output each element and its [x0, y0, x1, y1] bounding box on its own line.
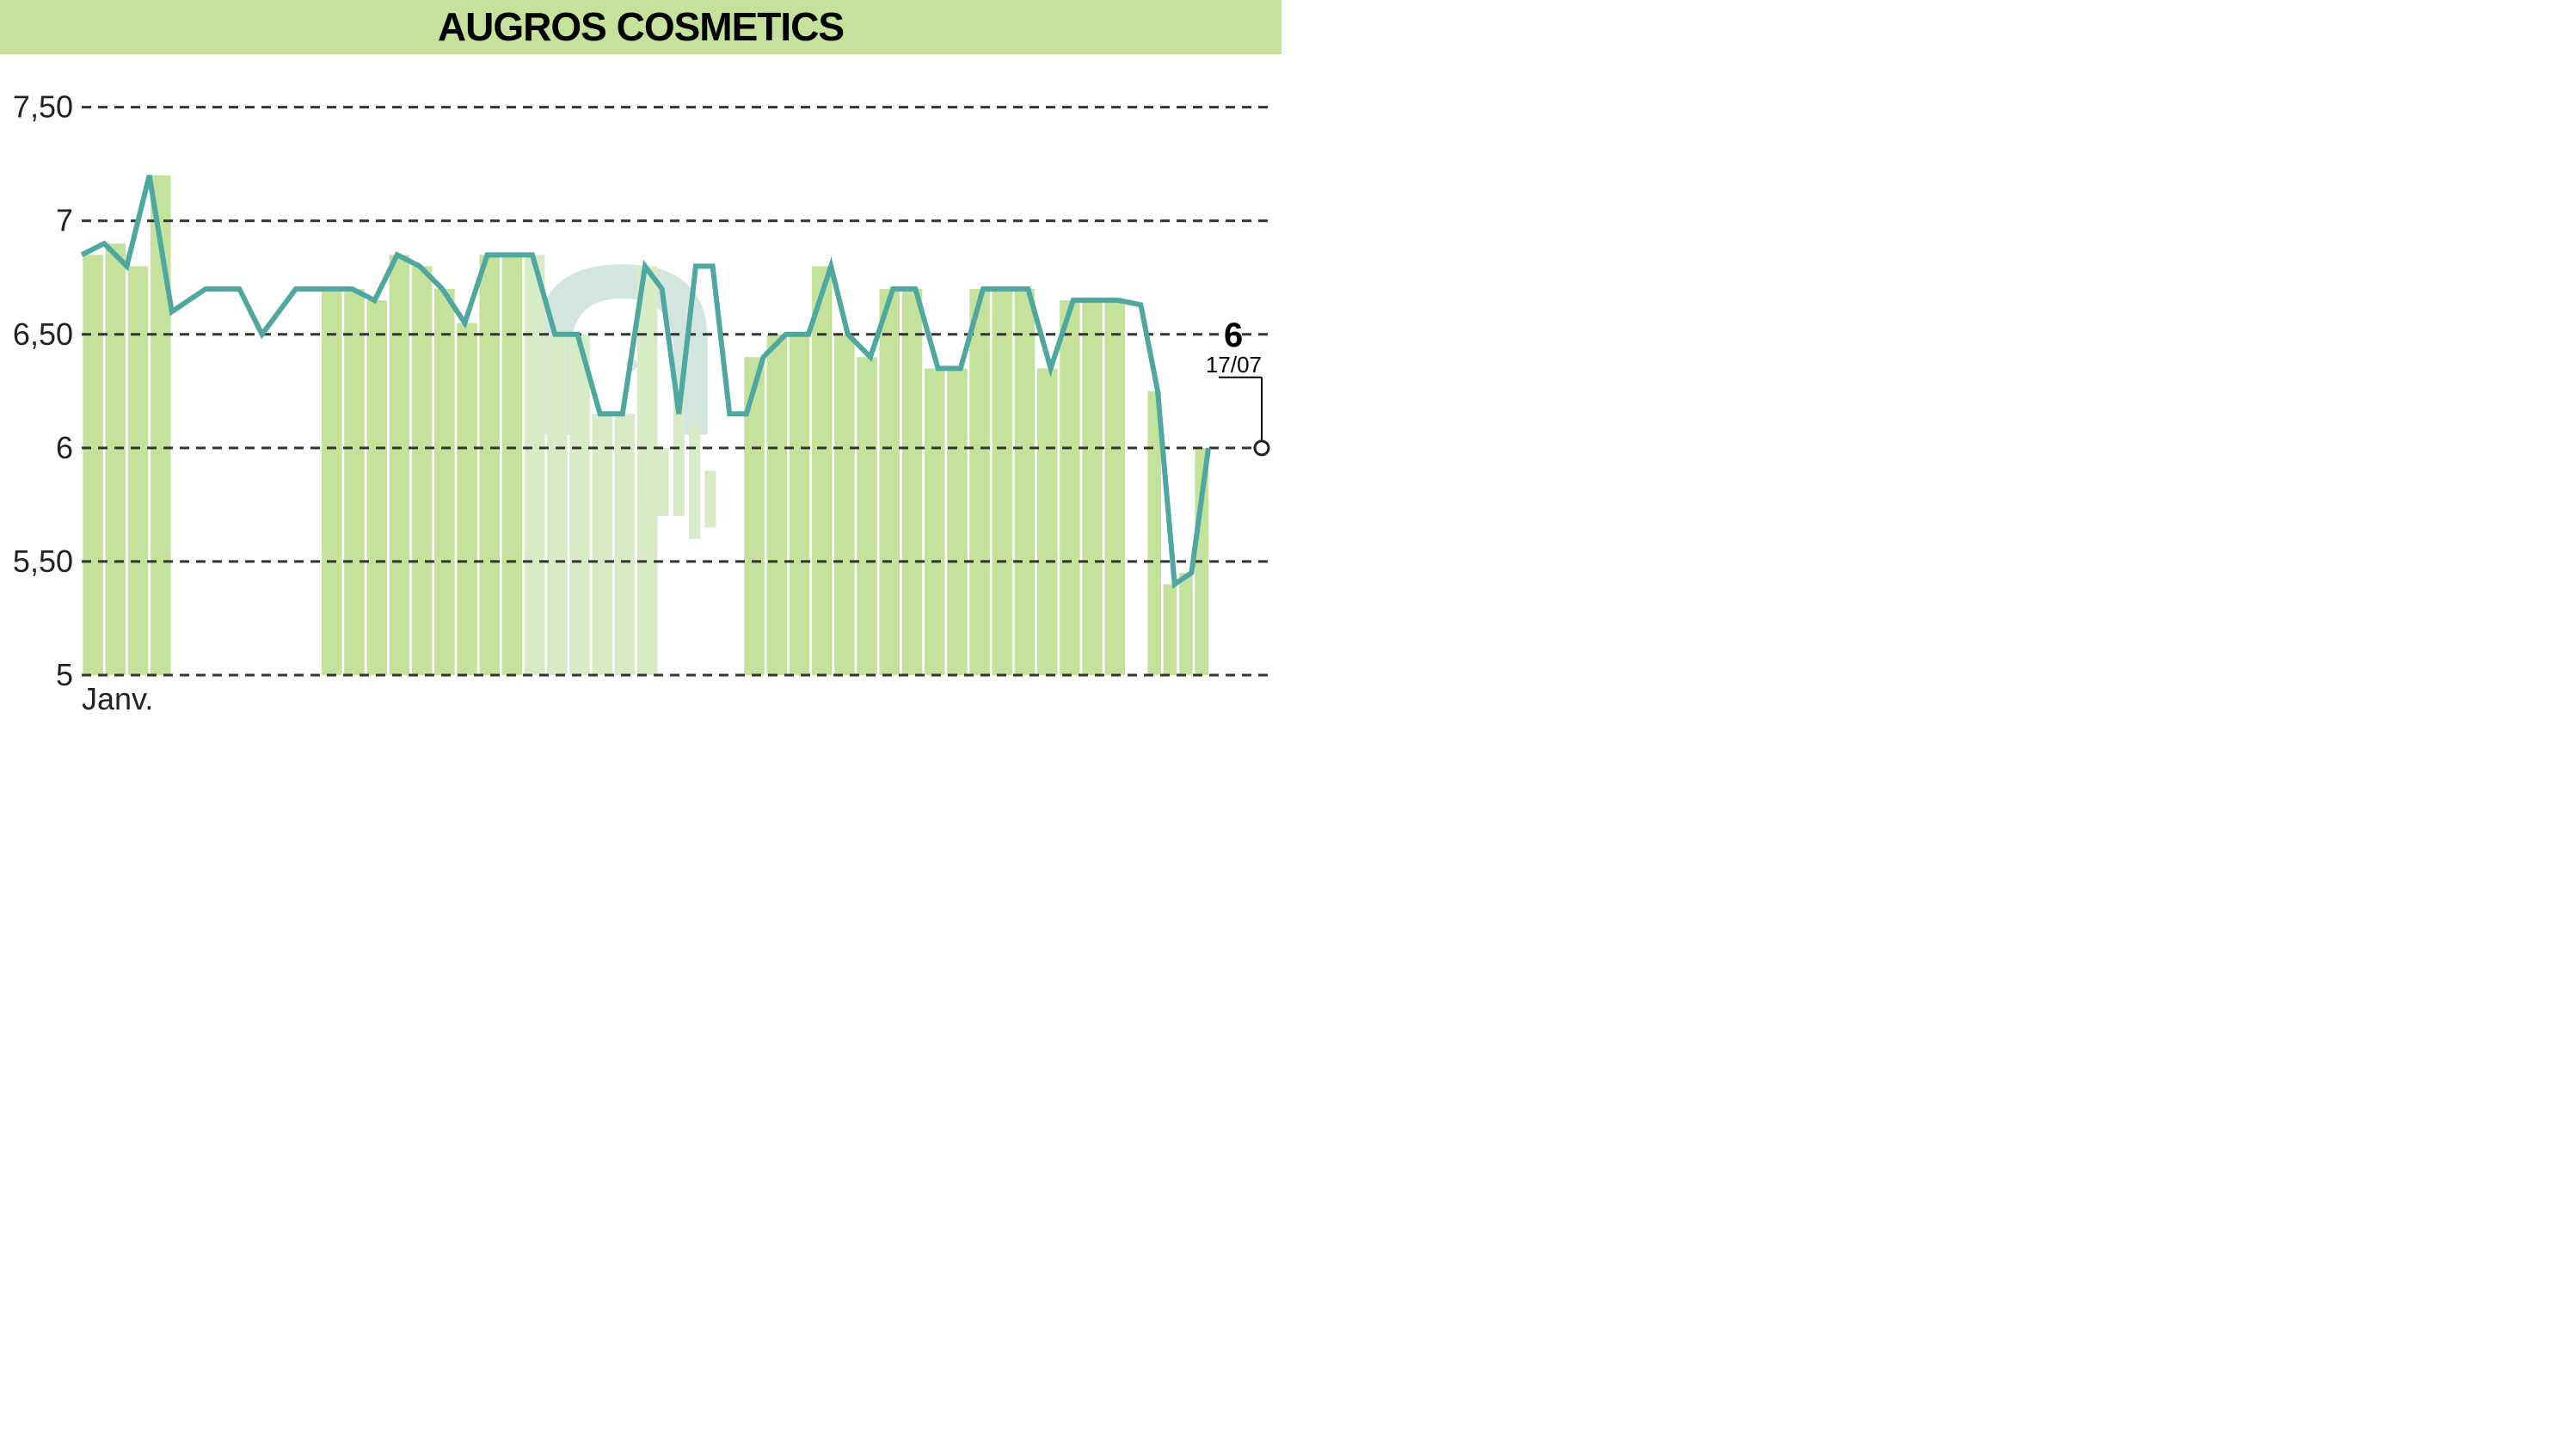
volume-bar: [947, 368, 968, 675]
volume-bar: [1015, 289, 1036, 675]
volume-bar: [547, 335, 568, 675]
x-axis-label: Janv.: [82, 681, 153, 716]
chart-title: AUGROS COSMETICS: [438, 4, 844, 49]
volume-bar: [569, 335, 590, 675]
annotation-date-label: 17/07: [1206, 352, 1262, 378]
y-axis-label: 7: [56, 203, 73, 238]
volume-bar: [1164, 584, 1177, 675]
volume-bar: [1104, 300, 1125, 675]
volume-bar: [879, 289, 900, 675]
volume-bar: [834, 335, 855, 675]
volume-bar: [457, 323, 477, 675]
volume-bar: [615, 414, 636, 675]
volume-bar: [592, 414, 612, 675]
last-value-label: 6: [1224, 316, 1243, 354]
volume-bar: [1037, 368, 1058, 675]
annotation-marker: [1255, 441, 1269, 455]
volume-bar: [390, 255, 410, 675]
volume-bar: [812, 267, 833, 675]
y-axis-label: 6,50: [13, 316, 73, 352]
stock-price-chart: 55,5066,5077,50Janv.Fév.MarsAvrilMaiJuin…: [0, 54, 1282, 728]
watermark-bar: [689, 425, 700, 538]
chart-title-bar: AUGROS COSMETICS: [0, 0, 1282, 54]
volume-bar: [637, 267, 658, 675]
watermark-bar: [704, 470, 716, 527]
volume-bar: [525, 255, 545, 675]
volume-bar: [925, 368, 945, 675]
volume-bar: [790, 335, 810, 675]
volume-bar: [344, 289, 365, 675]
volume-bar: [366, 300, 387, 675]
volume-bar: [479, 255, 500, 675]
y-axis-label: 6: [56, 430, 73, 465]
volume-bar: [969, 289, 990, 675]
volume-bar: [1179, 573, 1193, 675]
volume-bar: [322, 289, 342, 675]
volume-bar: [992, 289, 1012, 675]
volume-bar: [857, 357, 877, 675]
volume-bar: [766, 335, 787, 675]
volume-bar: [902, 289, 923, 675]
y-axis-label: 7,50: [13, 89, 73, 125]
volume-bar: [83, 255, 103, 675]
volume-bar: [412, 267, 433, 675]
volume-bar: [128, 267, 149, 675]
volume-bar: [434, 289, 455, 675]
volume-bar: [502, 255, 523, 675]
volume-bar: [1082, 300, 1103, 675]
y-axis-label: 5: [56, 657, 73, 692]
y-axis-label: 5,50: [13, 544, 73, 579]
volume-bar: [106, 243, 126, 675]
watermark-bar: [657, 448, 668, 516]
volume-bar: [1060, 300, 1080, 675]
